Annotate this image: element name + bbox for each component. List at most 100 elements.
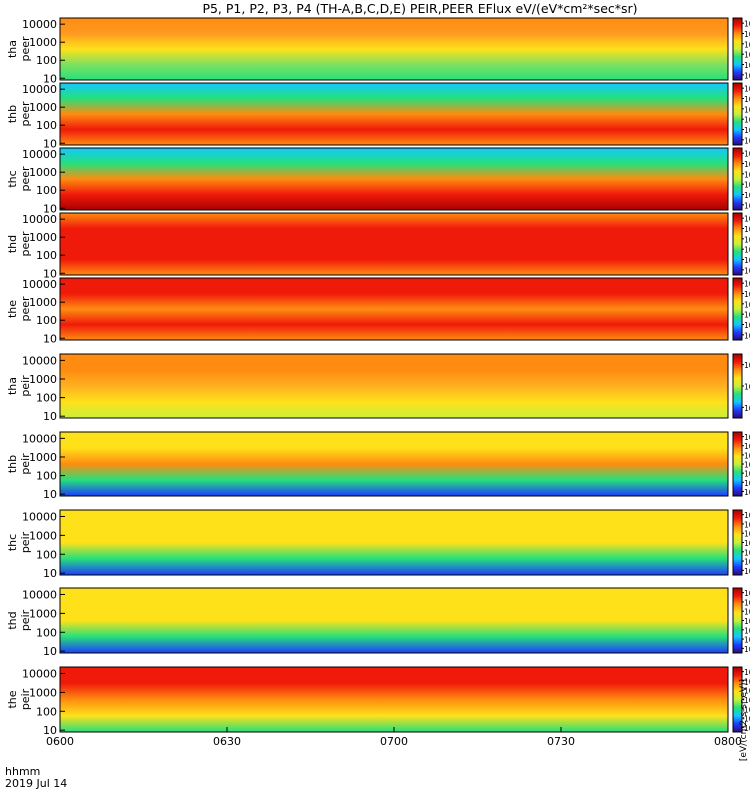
- y-tick-label: 10: [43, 332, 57, 345]
- panel-label-probe: tha: [6, 377, 19, 395]
- y-tick-label: 100: [36, 392, 57, 405]
- colorbar-tick-label: 10⁶: [744, 677, 750, 686]
- x-tick-label: 0730: [547, 735, 575, 748]
- y-tick-label: 10: [43, 267, 57, 280]
- colorbar-tick-label: 10⁶: [744, 30, 750, 39]
- y-tick-label: 100: [36, 119, 57, 132]
- colorbar-tick-label: 10³: [744, 256, 750, 265]
- colorbar-tick-label: 10²: [744, 715, 750, 724]
- y-tick-label: 100: [36, 705, 57, 718]
- spectrogram-tha-peer: [60, 18, 728, 80]
- colorbar-tick-label: 10⁴: [744, 461, 750, 470]
- colorbar-thd-peer: [732, 212, 743, 276]
- colorbar-tick-label: 10⁵: [744, 530, 750, 539]
- y-tick-label: 1000: [29, 101, 57, 114]
- colorbar-tick-label: 10⁴: [744, 696, 750, 705]
- colorbar-tick-label: 10⁷: [744, 85, 750, 94]
- colorbar-tick-label: 10⁶: [744, 160, 750, 169]
- spectrogram-thd-peir: [60, 588, 728, 653]
- chart-title: P5, P1, P2, P3, P4 (TH-A,B,C,D,E) PEIR,P…: [202, 1, 637, 16]
- colorbar-tick-label: 10⁴: [744, 181, 750, 190]
- colorbar-tick-label: 10³: [744, 548, 750, 557]
- colorbar-tha-peer: [732, 17, 743, 81]
- colorbar-tick-label: 10⁶: [744, 225, 750, 234]
- spectrogram-tha-peir: [60, 354, 728, 418]
- y-tick-label: 1000: [29, 166, 57, 179]
- y-tick-label: 10000: [22, 667, 57, 680]
- y-tick-label: 10000: [22, 148, 57, 161]
- colorbar-tick-label: 10⁶: [744, 442, 750, 451]
- colorbar-tick-label: 10⁵: [744, 40, 750, 49]
- colorbar-tick-label: 10⁶: [744, 520, 750, 529]
- y-tick-label: 10000: [22, 432, 57, 445]
- panel-frame-thc-peir: [59, 509, 729, 576]
- y-tick-label: 100: [36, 54, 57, 67]
- x-tick-label: 0700: [380, 735, 408, 748]
- colorbar-thb-peir: [732, 431, 743, 497]
- panel-label-probe: thb: [6, 105, 19, 123]
- colorbar-tick-label: 10¹: [744, 645, 750, 654]
- colorbar-tick-label: 10³: [744, 321, 750, 330]
- colorbar-the-peer: [732, 277, 743, 341]
- colorbar-tick-label: 10⁵: [744, 170, 750, 179]
- colorbar-tick-label: 10⁴: [744, 539, 750, 548]
- y-tick-label: 1000: [29, 373, 57, 386]
- spectrogram-thd-peer: [60, 213, 728, 275]
- spectrogram-thc-peer: [60, 148, 728, 210]
- y-tick-label: 10000: [22, 213, 57, 226]
- panel-label-product: peer: [19, 166, 32, 192]
- panel-label-product: peer: [19, 231, 32, 257]
- panel-frame-tha-peer: [59, 17, 729, 81]
- colorbar-unit-label: [eV/(cm2-s-sr-eV)]: [739, 679, 749, 761]
- panel-label-product: peir: [19, 453, 32, 475]
- y-tick-label: 100: [36, 626, 57, 639]
- panel-label-probe: thb: [6, 455, 19, 473]
- panel-label-probe: thc: [6, 534, 19, 551]
- colorbar-tick-label: 10³: [744, 626, 750, 635]
- panel-frame-thb-peir: [59, 431, 729, 497]
- panels-group: 10100100010000thapeer10²10³10⁴10⁵10⁶10⁷1…: [6, 17, 750, 761]
- colorbar-tick-label: 10⁷: [744, 668, 750, 677]
- colorbar-tick-label: 10⁷: [744, 20, 750, 29]
- colorbar-tick-label: 10⁵: [744, 383, 750, 392]
- y-tick-label: 1000: [29, 686, 57, 699]
- panel-frame-thc-peer: [59, 147, 729, 211]
- y-tick-label: 1000: [29, 529, 57, 542]
- y-tick-label: 1000: [29, 296, 57, 309]
- colorbar-tick-label: 10⁵: [744, 608, 750, 617]
- x-tick-label: 0630: [213, 735, 241, 748]
- colorbar-tick-label: 10⁴: [744, 404, 750, 413]
- colorbar-tick-label: 10⁶: [744, 361, 750, 370]
- colorbar-tick-label: 10⁷: [744, 511, 750, 520]
- spectrogram-thb-peir: [60, 432, 728, 496]
- colorbar-tick-label: 10¹: [744, 567, 750, 576]
- colorbar-tick-label: 10³: [744, 126, 750, 135]
- y-tick-label: 100: [36, 184, 57, 197]
- colorbar-thc-peir: [732, 509, 743, 576]
- colorbar-tick-label: 10⁷: [744, 215, 750, 224]
- panel-frame-the-peer: [59, 277, 729, 341]
- spectrogram-thc-peir: [60, 510, 728, 575]
- colorbar-thb-peer: [732, 82, 743, 146]
- colorbar-tick-label: 10⁶: [744, 95, 750, 104]
- panel-label-probe: the: [6, 690, 19, 708]
- colorbar-tick-label: 10²: [744, 136, 750, 145]
- y-tick-label: 10: [43, 567, 57, 580]
- y-tick-label: 10: [43, 645, 57, 658]
- colorbar-tick-label: 10⁷: [744, 150, 750, 159]
- panel-label-probe: tha: [6, 40, 19, 58]
- colorbar-tick-label: 10³: [744, 470, 750, 479]
- colorbar-thd-peir: [732, 587, 743, 654]
- y-tick-label: 1000: [29, 451, 57, 464]
- panel-label-product: peir: [19, 375, 32, 397]
- colorbar-tick-label: 10⁴: [744, 51, 750, 60]
- y-tick-label: 1000: [29, 36, 57, 49]
- y-tick-label: 10: [43, 137, 57, 150]
